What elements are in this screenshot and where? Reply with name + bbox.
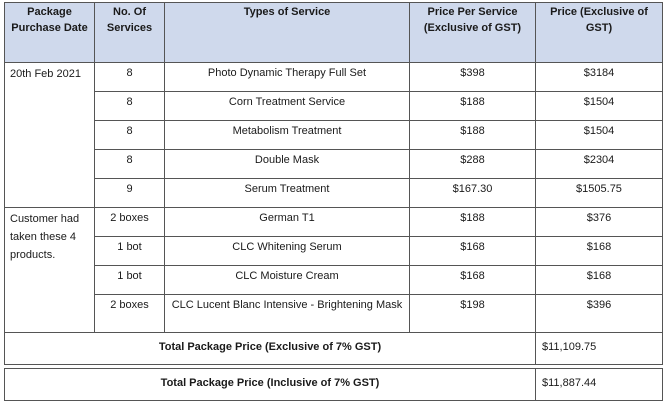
service-cell: Double Mask	[164, 149, 410, 179]
service-cell: CLC Moisture Cream	[164, 265, 410, 295]
qty-cell: 1 bot	[94, 265, 165, 295]
price-cell: $396	[535, 294, 663, 333]
total-inclusive-value: $11,887.44	[535, 368, 663, 401]
qty-cell: 2 boxes	[94, 294, 165, 333]
price-cell: $168	[535, 236, 663, 266]
purchase-date-cell: 20th Feb 2021	[4, 62, 95, 208]
service-cell: Photo Dynamic Therapy Full Set	[164, 62, 410, 92]
unit-price-cell: $198	[409, 294, 536, 333]
total-row-exclusive: Total Package Price (Exclusive of 7% GST…	[4, 332, 663, 365]
qty-cell: 1 bot	[94, 236, 165, 266]
price-table: Package Purchase Date No. Of Services Ty…	[4, 2, 663, 401]
service-cell: Corn Treatment Service	[164, 91, 410, 121]
price-cell: $3184	[535, 62, 663, 92]
qty-cell: 8	[94, 120, 165, 150]
total-inclusive-label: Total Package Price (Inclusive of 7% GST…	[4, 368, 536, 401]
table-row: 8 Double Mask $288 $2304	[5, 149, 663, 179]
total-row-inclusive: Total Package Price (Inclusive of 7% GST…	[4, 368, 663, 401]
price-cell: $1504	[535, 120, 663, 150]
price-cell: $376	[535, 207, 663, 237]
unit-price-cell: $188	[409, 120, 536, 150]
unit-price-cell: $167.30	[409, 178, 536, 208]
header-price: Price (Exclusive of GST)	[535, 2, 663, 63]
table-row: 9 Serum Treatment $167.30 $1505.75	[5, 178, 663, 208]
header-service-type: Types of Service	[164, 2, 410, 63]
price-cell: $168	[535, 265, 663, 295]
header-purchase-date: Package Purchase Date	[4, 2, 95, 63]
service-cell: Serum Treatment	[164, 178, 410, 208]
qty-cell: 8	[94, 149, 165, 179]
unit-price-cell: $398	[409, 62, 536, 92]
header-row: Package Purchase Date No. Of Services Ty…	[4, 2, 663, 63]
service-cell: German T1	[164, 207, 410, 237]
table-row: 8 Metabolism Treatment $188 $1504	[5, 120, 663, 150]
unit-price-cell: $188	[409, 207, 536, 237]
table-row: 1 bot CLC Whitening Serum $168 $168	[5, 236, 663, 266]
table-row: 2 boxes CLC Lucent Blanc Intensive - Bri…	[5, 294, 663, 333]
qty-cell: 9	[94, 178, 165, 208]
service-cell: CLC Lucent Blanc Intensive - Brightening…	[164, 294, 410, 333]
purchase-note-cell: Customer had taken these 4 products.	[4, 207, 95, 333]
price-cell: $2304	[535, 149, 663, 179]
table-row: 1 bot CLC Moisture Cream $168 $168	[5, 265, 663, 295]
total-exclusive-value: $11,109.75	[535, 332, 663, 365]
unit-price-cell: $168	[409, 265, 536, 295]
table-row: Customer had taken these 4 products. 2 b…	[4, 207, 663, 333]
unit-price-cell: $288	[409, 149, 536, 179]
header-price-per-service: Price Per Service (Exclusive of GST)	[409, 2, 536, 63]
service-cell: Metabolism Treatment	[164, 120, 410, 150]
unit-price-cell: $168	[409, 236, 536, 266]
header-num-services: No. Of Services	[94, 2, 165, 63]
price-cell: $1505.75	[535, 178, 663, 208]
total-exclusive-label: Total Package Price (Exclusive of 7% GST…	[4, 332, 536, 365]
service-cell: CLC Whitening Serum	[164, 236, 410, 266]
qty-cell: 8	[94, 91, 165, 121]
table-row: 8 Corn Treatment Service $188 $1504	[5, 91, 663, 121]
price-cell: $1504	[535, 91, 663, 121]
unit-price-cell: $188	[409, 91, 536, 121]
qty-cell: 2 boxes	[94, 207, 165, 237]
table-row: 20th Feb 2021 8 Photo Dynamic Therapy Fu…	[4, 62, 663, 208]
qty-cell: 8	[94, 62, 165, 92]
